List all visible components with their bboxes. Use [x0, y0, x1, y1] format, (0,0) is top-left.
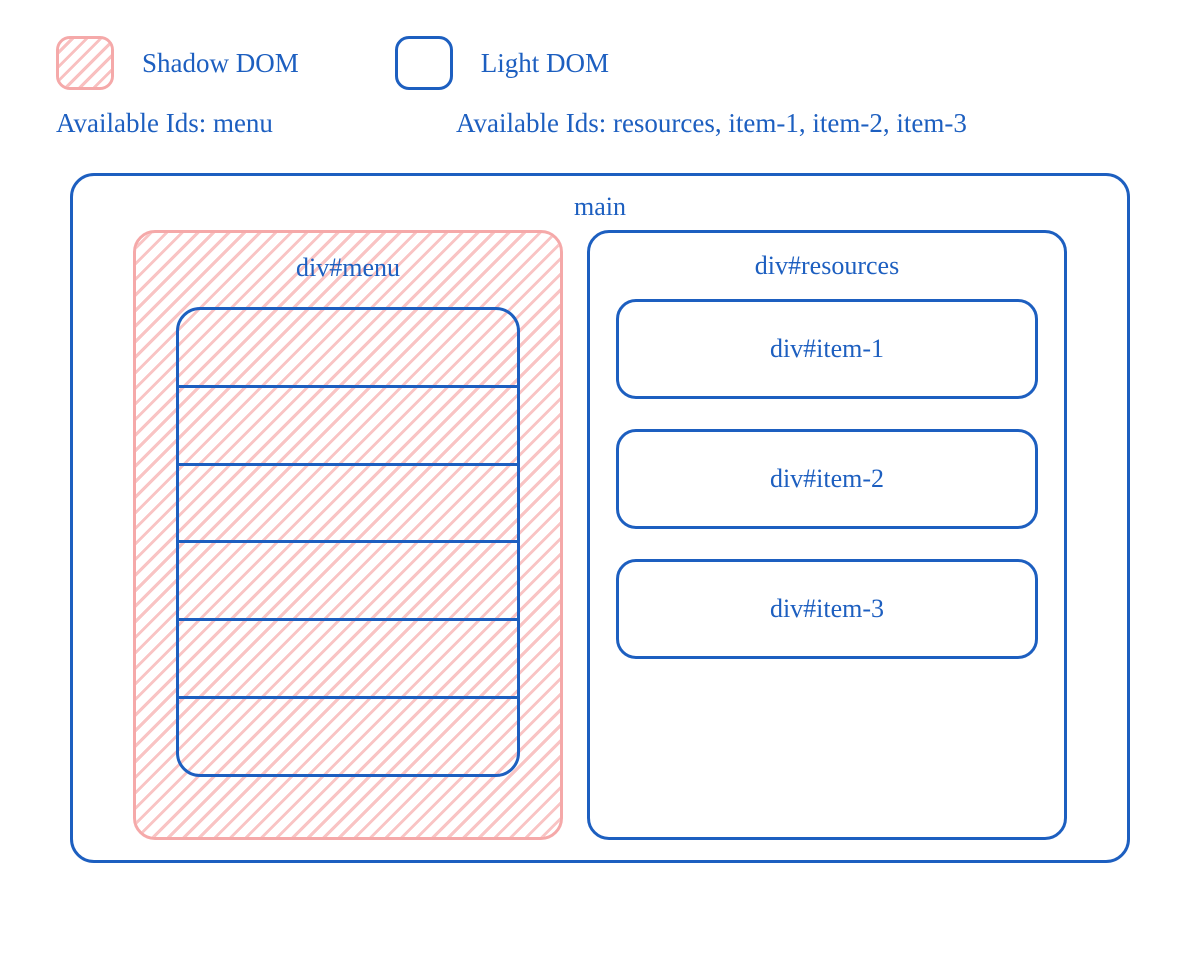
main-container: main div#menu div#resources div#item-1: [70, 173, 1130, 863]
available-ids-shadow: Available Ids: menu: [56, 108, 456, 139]
legend-swatch-shadow: [56, 36, 114, 90]
item-box: div#item-3: [616, 559, 1038, 659]
menu-row: [179, 310, 517, 385]
legend-light-dom: Light DOM: [395, 36, 609, 90]
menu-label: div#menu: [136, 233, 560, 297]
menu-row: [179, 540, 517, 618]
menu-row: [179, 696, 517, 774]
menu-row: [179, 385, 517, 463]
legend-label-shadow: Shadow DOM: [142, 48, 299, 79]
menu-row: [179, 463, 517, 541]
resources-label: div#resources: [616, 251, 1038, 281]
item-box: div#item-1: [616, 299, 1038, 399]
menu-panel: div#menu: [133, 230, 563, 840]
item-label: div#item-1: [770, 334, 884, 364]
legend-shadow-dom: Shadow DOM: [56, 36, 299, 90]
legend-label-light: Light DOM: [481, 48, 609, 79]
available-ids-row: Available Ids: menu Available Ids: resou…: [56, 108, 1144, 139]
item-label: div#item-2: [770, 464, 884, 494]
legend-swatch-light: [395, 36, 453, 90]
main-columns: div#menu div#resources div#item-1 div#i: [97, 230, 1103, 840]
item-box: div#item-2: [616, 429, 1038, 529]
resources-panel: div#resources div#item-1 div#item-2 div#…: [587, 230, 1067, 840]
diagram-canvas: Shadow DOM Light DOM Available Ids: menu…: [0, 0, 1200, 954]
item-label: div#item-3: [770, 594, 884, 624]
menu-row: [179, 618, 517, 696]
menu-stack: [176, 307, 520, 777]
main-label: main: [97, 192, 1103, 222]
legend-row: Shadow DOM Light DOM: [56, 36, 1144, 90]
available-ids-light: Available Ids: resources, item-1, item-2…: [456, 108, 1144, 139]
